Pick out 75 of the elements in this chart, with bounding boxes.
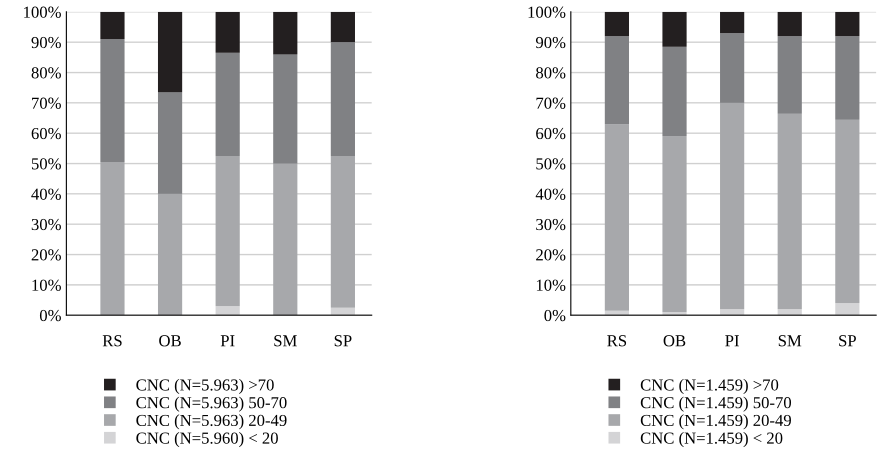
bar <box>216 52 240 156</box>
bar <box>158 12 182 92</box>
bar <box>662 46 687 136</box>
x-tick-label: SP <box>839 335 856 346</box>
bar <box>330 156 355 308</box>
y-tick-label: 40% <box>31 188 61 200</box>
y-tick-label: 60% <box>32 128 61 140</box>
y-tick-label: 10% <box>32 280 61 291</box>
y-tick-label: 50% <box>536 158 566 170</box>
bar <box>604 36 630 124</box>
bar <box>216 156 240 306</box>
legend-label: CNC (N=5.960) < 20 <box>136 432 278 448</box>
bar <box>158 194 182 316</box>
y-tick-label: 70% <box>32 98 61 109</box>
bar <box>835 12 860 36</box>
bar <box>100 39 125 162</box>
bar <box>662 136 687 312</box>
bar <box>835 303 860 316</box>
bar <box>720 102 744 310</box>
y-tick-label: 100% <box>24 6 61 18</box>
y-tick-label: 80% <box>32 67 61 79</box>
y-tick-label: 100% <box>528 6 566 18</box>
bar <box>835 36 860 120</box>
y-tick-label: 0% <box>544 310 566 322</box>
bar <box>778 36 802 114</box>
bar <box>720 12 744 34</box>
y-tick-label: 20% <box>32 249 61 261</box>
bar <box>330 12 355 42</box>
bar <box>662 12 687 47</box>
y-tick-label: 90% <box>32 36 61 48</box>
bar <box>720 33 744 103</box>
bar <box>216 12 240 53</box>
x-tick-label: SM <box>778 335 802 346</box>
x-tick-label: PI <box>725 335 739 346</box>
y-tick-label: 10% <box>536 280 566 291</box>
y-tick-label: 50% <box>32 158 61 170</box>
y-tick-label: 90% <box>536 36 566 48</box>
y-tick-label: 0% <box>40 310 61 322</box>
y-tick-label: 80% <box>536 67 566 79</box>
bar <box>100 162 125 316</box>
y-tick-label: 20% <box>536 249 566 261</box>
x-tick-label: OB <box>664 335 686 346</box>
y-tick-label: 30% <box>32 218 61 230</box>
x-tick-label: OB <box>159 335 181 346</box>
legend-label: CNC (N=1.459) < 20 <box>640 432 782 448</box>
bar <box>100 12 125 40</box>
x-tick-label: SP <box>334 335 352 346</box>
legend-label: CNC (N=1.459) 50-70 <box>640 396 792 412</box>
y-tick-label: 70% <box>536 98 566 109</box>
y-tick-label: 60% <box>536 128 566 140</box>
x-tick-label: PI <box>220 335 235 346</box>
bar <box>720 309 744 316</box>
legend-label: CNC (N=5.963) >70 <box>136 378 274 394</box>
bar <box>158 92 182 194</box>
bar <box>604 124 630 311</box>
bar <box>330 308 355 316</box>
x-tick-label: RS <box>607 335 626 346</box>
legend-label: CNC (N=1.459) >70 <box>640 378 778 394</box>
bar <box>604 12 630 36</box>
legend-label: CNC (N=1.459) 20-49 <box>640 414 791 430</box>
bar <box>778 12 802 36</box>
y-tick-label: 40% <box>536 188 566 200</box>
bar <box>273 12 298 54</box>
bar <box>835 120 860 304</box>
x-tick-label: RS <box>102 335 122 346</box>
x-tick-label: SM <box>274 335 297 346</box>
bar <box>778 309 802 316</box>
legend-label: CNC (N=5.963) 50-70 <box>136 396 287 412</box>
bar <box>330 42 355 156</box>
bar <box>273 164 298 316</box>
legend-label: CNC (N=5.963) 20-49 <box>136 414 287 430</box>
bar <box>778 113 802 310</box>
y-tick-label: 30% <box>536 218 566 230</box>
bar <box>216 306 240 316</box>
bar <box>273 54 298 164</box>
